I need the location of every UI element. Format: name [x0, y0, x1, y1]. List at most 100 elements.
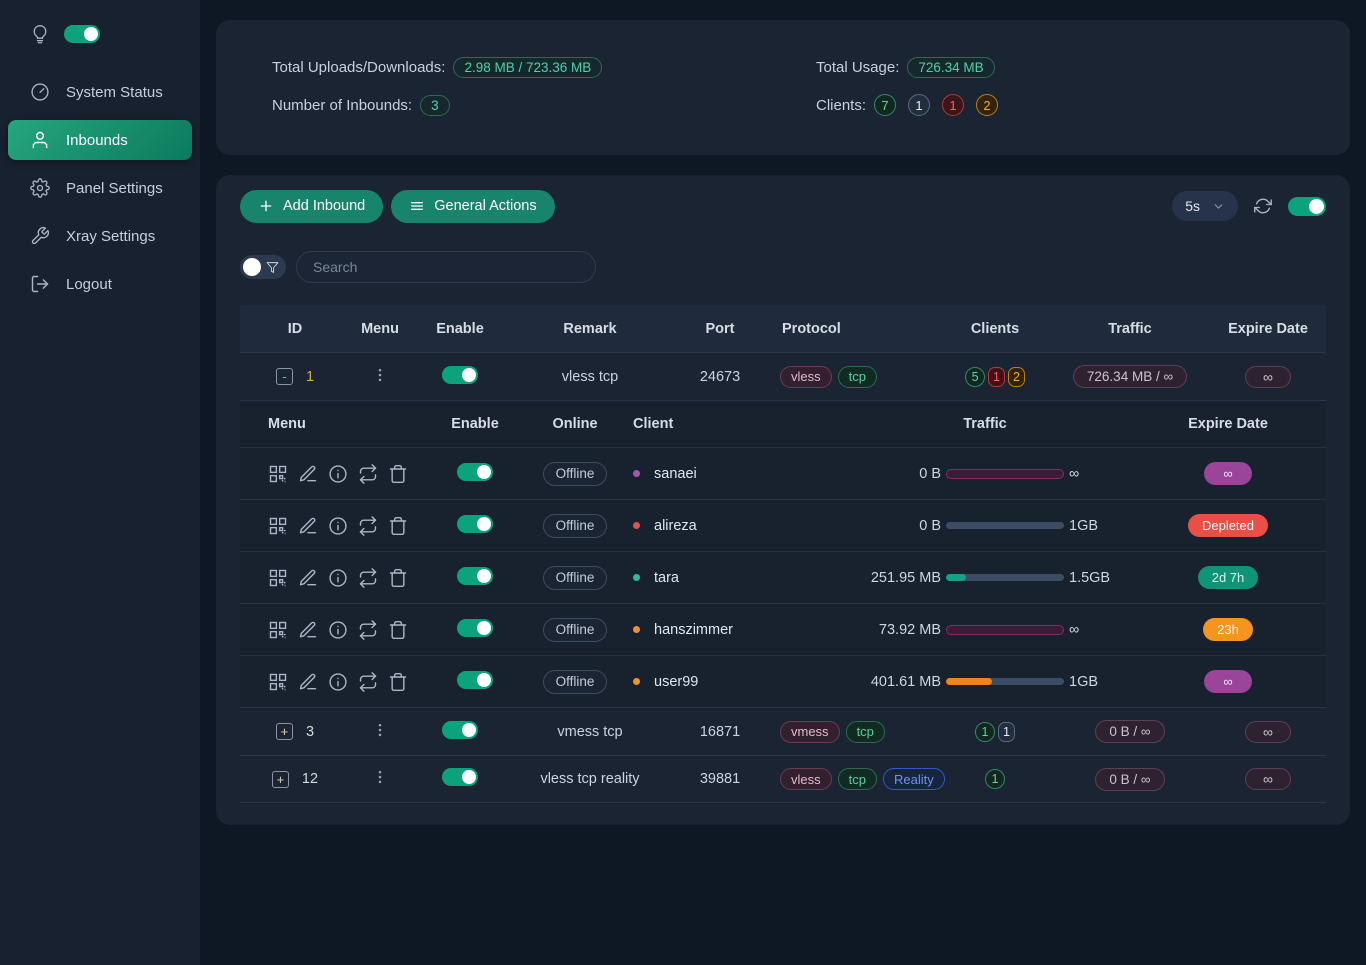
toolbar-right: 5s [1172, 191, 1326, 221]
inbound-expire-pill: ∞ [1245, 768, 1291, 790]
subcol-header-traffic: Traffic [963, 416, 1007, 432]
sidebar-item-label: Logout [66, 275, 112, 293]
sidebar-item-logout[interactable]: Logout [0, 264, 200, 304]
client-color-dot [633, 470, 640, 477]
expire-badge: Depleted [1187, 514, 1269, 537]
row-menu-kebab-icon[interactable] [371, 768, 389, 786]
online-status-badge: Offline [542, 669, 608, 694]
inbound-enable-toggle[interactable] [442, 365, 478, 384]
stat-label: Total Uploads/Downloads: [272, 58, 446, 76]
stat-inbounds-count: Number of Inbounds: 3 [272, 92, 816, 118]
client-badge: 5 [965, 366, 986, 387]
info-icon[interactable] [328, 568, 348, 588]
delete-icon[interactable] [388, 464, 408, 484]
inbound-id: 12 [301, 771, 319, 787]
inbound-traffic-pill: 0 B / ∞ [1095, 720, 1165, 743]
traffic-limit: ∞ [1069, 621, 1080, 638]
info-icon[interactable] [328, 464, 348, 484]
inbound-expire-pill: ∞ [1245, 365, 1291, 388]
stats-left: Total Uploads/Downloads: 2.98 MB / 723.3… [272, 54, 816, 155]
info-icon[interactable] [328, 620, 348, 640]
refresh-button[interactable] [1254, 197, 1272, 215]
client-color-dot [633, 626, 640, 633]
client-enable-toggle[interactable] [457, 670, 493, 689]
stat-label: Clients: [816, 96, 867, 114]
traffic-bar [946, 468, 1064, 479]
stats-right: Total Usage: 726.34 MB Clients: 7 1 1 2 [816, 54, 1350, 155]
qrcode-icon[interactable] [268, 620, 288, 640]
menu-lines-icon [409, 198, 425, 214]
add-inbound-label: Add Inbound [283, 198, 366, 214]
traffic-used: 73.92 MB [878, 621, 941, 638]
sidebar-item-inbounds[interactable]: Inbounds [8, 120, 192, 160]
protocol-tag: tcp [845, 720, 885, 743]
client-enable-toggle[interactable] [457, 618, 493, 637]
gear-icon [30, 178, 50, 198]
row-menu-kebab-icon[interactable] [371, 721, 389, 739]
edit-icon[interactable] [298, 464, 318, 484]
edit-icon[interactable] [298, 516, 318, 536]
reset-traffic-icon[interactable] [358, 567, 378, 588]
stat-value-pill: 3 [420, 94, 450, 116]
qrcode-icon[interactable] [268, 672, 288, 692]
protocol-tag: vmess [780, 720, 840, 743]
expand-row-button[interactable]: + [275, 723, 293, 740]
filter-toggle[interactable] [240, 255, 286, 279]
info-icon[interactable] [328, 516, 348, 536]
refresh-interval-select[interactable]: 5s [1172, 191, 1238, 221]
funnel-icon [266, 261, 279, 274]
general-actions-button[interactable]: General Actions [391, 189, 555, 223]
row-menu-kebab-icon[interactable] [371, 366, 389, 384]
expire-badge: ∞ [1204, 462, 1252, 485]
client-subtable-header: Menu Enable Online Client Traffic Expire… [240, 400, 1326, 447]
inbound-remark: vless tcp reality [540, 771, 640, 787]
sidebar-item-label: Inbounds [66, 131, 128, 149]
reset-traffic-icon[interactable] [358, 463, 378, 484]
client-enable-toggle[interactable] [457, 566, 493, 585]
auto-refresh-toggle[interactable] [1288, 196, 1326, 216]
subcol-header-menu: Menu [268, 416, 306, 432]
protocol-tag: vless [780, 365, 832, 388]
qrcode-icon[interactable] [268, 568, 288, 588]
online-status-badge: Offline [542, 617, 608, 642]
reset-traffic-icon[interactable] [358, 619, 378, 640]
reset-traffic-icon[interactable] [358, 515, 378, 536]
inbound-id: 3 [305, 723, 315, 740]
add-inbound-button[interactable]: Add Inbound [240, 189, 384, 223]
sidebar-item-label: Panel Settings [66, 179, 163, 197]
delete-icon[interactable] [388, 672, 408, 692]
stat-label: Number of Inbounds: [272, 96, 413, 114]
sidebar-item-system-status[interactable]: System Status [0, 72, 200, 112]
sidebar-item-xray-settings[interactable]: Xray Settings [0, 216, 200, 256]
expand-row-button[interactable]: + [271, 770, 289, 788]
sidebar-item-panel-settings[interactable]: Panel Settings [0, 168, 200, 208]
online-status-badge: Offline [542, 513, 608, 538]
sidebar-item-label: System Status [66, 83, 163, 101]
col-header-port: Port [705, 320, 735, 337]
delete-icon[interactable] [388, 516, 408, 536]
qrcode-icon[interactable] [268, 464, 288, 484]
traffic-bar [946, 678, 1064, 685]
theme-toggle[interactable] [64, 25, 100, 43]
edit-icon[interactable] [298, 568, 318, 588]
collapse-row-button[interactable]: - [275, 368, 293, 385]
traffic-limit: 1GB [1069, 673, 1099, 690]
general-actions-label: General Actions [434, 198, 537, 214]
inbound-enable-toggle[interactable] [442, 720, 478, 739]
inbound-enable-toggle[interactable] [442, 768, 478, 786]
delete-icon[interactable] [388, 620, 408, 640]
client-badge: 2 [1008, 366, 1025, 387]
edit-icon[interactable] [298, 672, 318, 692]
client-enable-toggle[interactable] [457, 514, 493, 533]
online-status-badge: Offline [542, 565, 608, 590]
delete-icon[interactable] [388, 568, 408, 588]
client-color-dot [633, 678, 640, 685]
client-badge: 1 [908, 94, 931, 116]
client-enable-toggle[interactable] [457, 462, 493, 481]
info-icon[interactable] [328, 672, 348, 692]
qrcode-icon[interactable] [268, 516, 288, 536]
search-input[interactable] [296, 251, 596, 283]
edit-icon[interactable] [298, 620, 318, 640]
reset-traffic-icon[interactable] [358, 671, 378, 692]
